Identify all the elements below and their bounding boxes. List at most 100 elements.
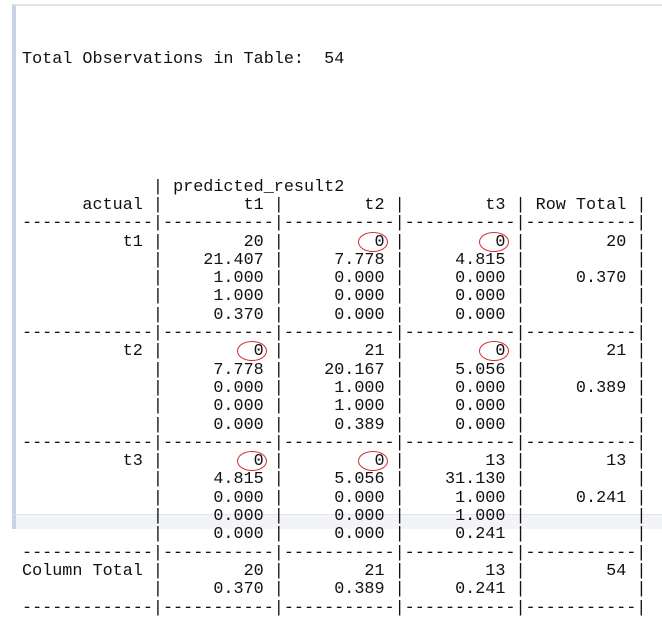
- row-label-blank: [22, 379, 153, 398]
- cell-value: 0.000: [163, 397, 274, 417]
- table-row: | 0.000 | 0.000 | 1.000 | 0.241 |: [22, 488, 647, 508]
- cell-value: 0.241: [404, 525, 516, 545]
- column-total-label: [22, 580, 153, 599]
- total-observations-label: Total Observations in Table:: [22, 49, 304, 69]
- crosstable: | predicted_result2 actual | t1 | t2 | t…: [22, 177, 647, 618]
- cell-value: 1.000: [404, 507, 516, 527]
- cell-value: 1.000: [283, 378, 395, 398]
- cell-value: 0.000: [283, 525, 395, 545]
- row-label-blank: [22, 489, 153, 508]
- column-total-value: 21: [283, 561, 395, 581]
- cell-value: 0.000: [283, 287, 395, 307]
- highlight-circle: [357, 231, 388, 252]
- column-header-t2: t2: [283, 195, 395, 215]
- console-window: [12, 4, 662, 516]
- cell-value: 20.167: [283, 360, 395, 380]
- separator-line: -------------|-----------|-----------|--…: [22, 433, 647, 453]
- row-label-blank: [22, 397, 153, 416]
- cell-value: 0: [163, 451, 274, 472]
- cell-value: 0: [163, 341, 274, 362]
- column-total-row: Column Total | 20 | 21 | 13 | 54 |: [22, 561, 647, 581]
- row-label-blank: [22, 306, 153, 325]
- cell-value: 0.000: [163, 525, 274, 545]
- row-total-value: [526, 417, 637, 435]
- cell-value: 31.130: [404, 470, 516, 490]
- cell-value: 0.000: [404, 269, 516, 289]
- highlight-circle: [236, 451, 267, 472]
- row-label-blank: [22, 416, 153, 435]
- cell-value: 0.000: [404, 305, 516, 325]
- cell-value: 1.000: [283, 397, 395, 417]
- row-total-value: [526, 398, 637, 416]
- table-row: | 0.000 | 0.389 | 0.000 | |: [22, 415, 647, 435]
- cell-value: 20: [163, 232, 274, 252]
- column-total-label: Column Total: [22, 561, 153, 581]
- cell-value: 0.000: [163, 507, 274, 527]
- cell-value: 4.815: [404, 250, 516, 270]
- cell-value: 0.000: [283, 488, 395, 508]
- header-line: actual | t1 | t2 | t3 | Row Total |: [22, 195, 647, 215]
- row-total-value: [526, 288, 637, 306]
- row-total-value: 21: [525, 342, 637, 362]
- table-row: | 1.000 | 0.000 | 0.000 | 0.370 |: [22, 269, 647, 289]
- row-total-value: 0.241: [525, 488, 637, 508]
- row-total-value: [526, 362, 637, 380]
- highlight-circle: [478, 231, 509, 252]
- row-label-blank: [22, 361, 153, 380]
- row-label-blank: [22, 251, 153, 270]
- table-row: | 1.000 | 0.000 | 0.000 | |: [22, 287, 647, 307]
- column-variable-line: | predicted_result2: [22, 177, 345, 197]
- cell-value: 5.056: [283, 470, 395, 490]
- separator-line: -------------|-----------|-----------|--…: [22, 324, 647, 344]
- cell-value: 0: [404, 341, 516, 362]
- row-total-value: [526, 307, 637, 325]
- column-variable-label: predicted_result2: [173, 177, 345, 197]
- row-total-value: 0.370: [525, 269, 637, 289]
- table-row: | 4.815 | 5.056 | 31.130 | |: [22, 470, 647, 490]
- cell-value: 0.000: [163, 488, 274, 508]
- total-observations-line: Total Observations in Table: 54: [22, 49, 646, 69]
- console-bottom-bar: [12, 514, 662, 529]
- cell-value: 0: [283, 451, 395, 472]
- cell-value: 0: [283, 231, 395, 252]
- cell-value: 0.000: [404, 378, 516, 398]
- cell-value: 21.407: [163, 250, 274, 270]
- row-label-blank: [22, 525, 153, 544]
- cell-value: 0.000: [404, 287, 516, 307]
- cell-value: 1.000: [404, 488, 516, 508]
- row-label-blank: [22, 269, 153, 288]
- table-row: t1 | 20 | 0 | 0 | 20 |: [22, 231, 647, 252]
- cell-value: 0.000: [283, 305, 395, 325]
- cell-value: 1.000: [163, 269, 274, 289]
- row-label-blank: [22, 287, 153, 306]
- cell-value: 0.370: [163, 305, 274, 325]
- cell-value: 7.778: [283, 250, 395, 270]
- cell-value: 5.056: [404, 360, 516, 380]
- cell-value: 7.778: [163, 360, 274, 380]
- row-total-value: 0.389: [525, 378, 637, 398]
- cell-value: 0: [404, 231, 516, 252]
- cell-value: 0.000: [404, 415, 516, 435]
- column-total-row: | 0.370 | 0.389 | 0.241 | |: [22, 580, 647, 600]
- grand-total-value: 54: [525, 561, 637, 581]
- cell-value: 4.815: [163, 470, 274, 490]
- separator-line: -------------|-----------|-----------|--…: [22, 543, 647, 563]
- cell-value: 0.000: [283, 269, 395, 289]
- table-row: t3 | 0 | 0 | 13 | 13 |: [22, 451, 647, 472]
- cell-value: 21: [283, 342, 395, 362]
- row-total-header: Row Total: [525, 195, 637, 215]
- row-total-value: [526, 526, 637, 544]
- row-total-value: [526, 471, 637, 489]
- grand-total-value: [526, 581, 637, 599]
- row-variable-label: actual: [22, 195, 153, 215]
- column-total-value: 0.241: [404, 580, 516, 600]
- row-label: t3: [22, 452, 153, 472]
- column-header-t1: t1: [163, 195, 274, 215]
- table-row: | 0.000 | 0.000 | 0.241 | |: [22, 525, 647, 545]
- row-label-blank: [22, 507, 153, 526]
- separator-line: -------------|-----------|-----------|--…: [22, 598, 647, 618]
- cell-value: 1.000: [163, 287, 274, 307]
- cell-value: 0.000: [404, 397, 516, 417]
- column-header-t3: t3: [404, 195, 516, 215]
- cell-value: 13: [404, 452, 516, 472]
